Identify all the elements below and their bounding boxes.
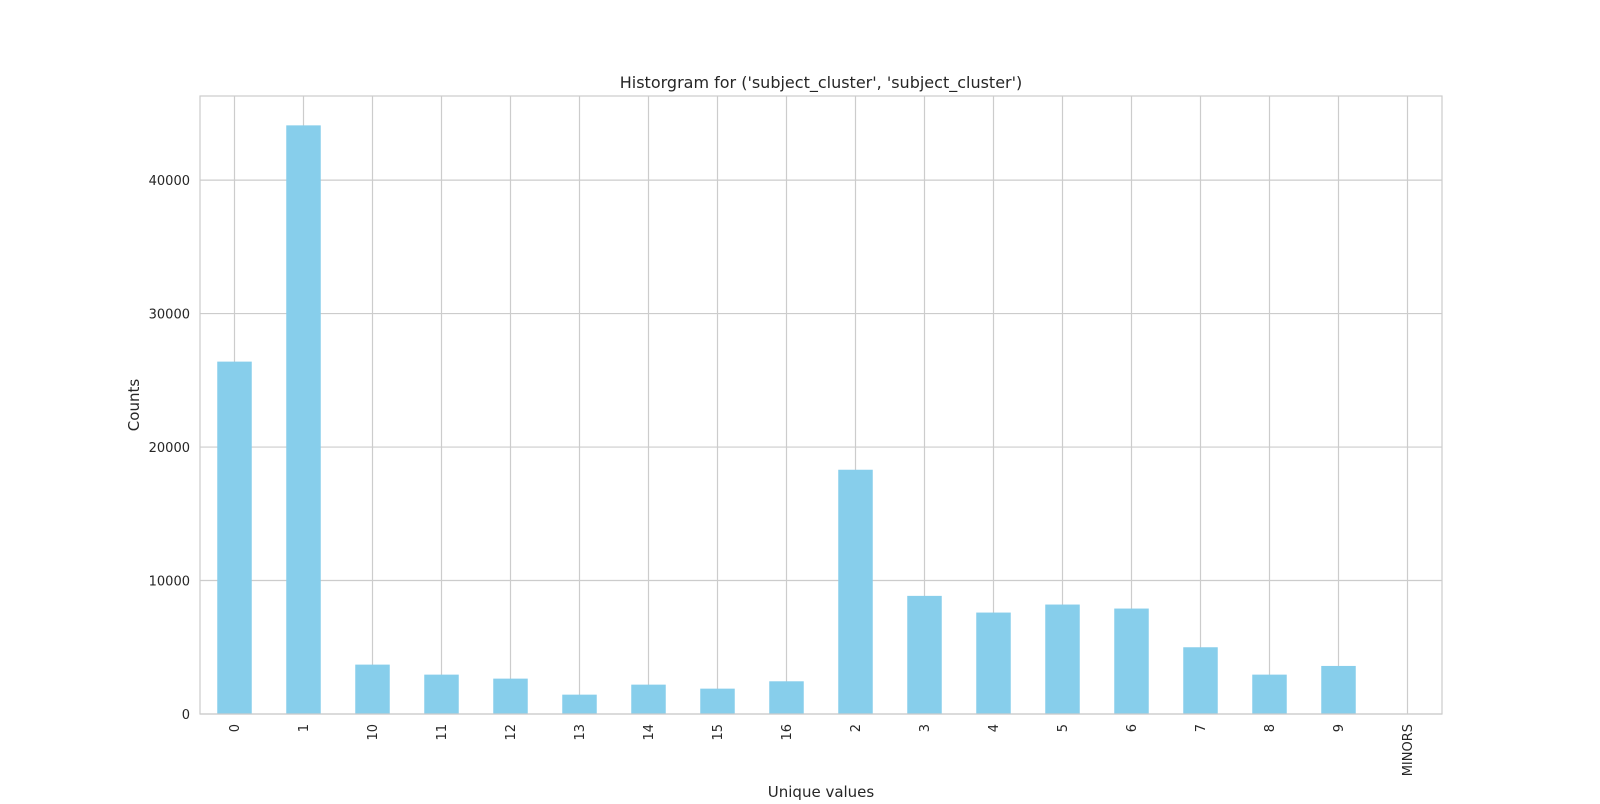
bar-9 [1321, 665, 1356, 714]
plot-frame [199, 95, 1443, 715]
y-tick-label: 30000 [149, 308, 190, 323]
bar-5 [1045, 604, 1080, 714]
y-tick-label: 10000 [149, 575, 190, 590]
bar-10 [355, 664, 390, 714]
y-tick-label: 0 [182, 708, 190, 723]
x-tick-label: MINORS [1401, 724, 1416, 776]
y-tick-label: 40000 [149, 174, 190, 189]
x-tick-label: 15 [711, 724, 726, 741]
x-tick-label: 11 [435, 724, 450, 741]
bar-0 [217, 361, 252, 714]
bar-7 [1183, 647, 1218, 714]
bar-14 [631, 684, 666, 714]
x-axis-label: Unique values [768, 783, 875, 800]
x-tick-label: 4 [987, 724, 1002, 732]
bar-4 [976, 612, 1011, 714]
bar-11 [424, 674, 459, 714]
x-tick-label: 16 [780, 724, 795, 741]
x-tick-label: 7 [1194, 724, 1209, 732]
bar-16 [769, 681, 804, 714]
grid-lines [200, 96, 1442, 715]
bar-13 [562, 694, 597, 714]
bars [217, 125, 1356, 715]
x-tick-label: 13 [573, 724, 588, 741]
bar-15 [700, 688, 735, 714]
x-tick-label: 6 [1125, 724, 1140, 732]
bar-1 [286, 125, 321, 715]
y-axis-label: Counts [125, 379, 143, 432]
x-tick-label: 1 [297, 724, 312, 732]
x-tick-label: 9 [1332, 724, 1347, 732]
bar-2 [838, 469, 873, 714]
chart-title: Historgram for ('subject_cluster', 'subj… [620, 73, 1023, 93]
y-tick-labels: 0 10000 20000 30000 40000 [149, 174, 190, 723]
x-tick-label: 5 [1056, 724, 1071, 732]
bar-12 [493, 678, 528, 714]
x-tick-label: 10 [366, 724, 381, 741]
x-tick-label: 14 [642, 724, 657, 741]
x-tick-label: 12 [504, 724, 519, 741]
x-tick-label: 8 [1263, 724, 1278, 732]
x-tick-label: 0 [228, 724, 243, 732]
bar-3 [907, 595, 942, 714]
y-tick-label: 20000 [149, 441, 190, 456]
bar-8 [1252, 674, 1287, 714]
bar-6 [1114, 608, 1149, 714]
x-tick-labels: 0 1 10 11 12 13 14 15 16 2 3 4 5 6 7 8 9 MINORS [228, 724, 1416, 776]
x-tick-label: 3 [918, 724, 933, 732]
x-tick-label: 2 [849, 724, 864, 732]
